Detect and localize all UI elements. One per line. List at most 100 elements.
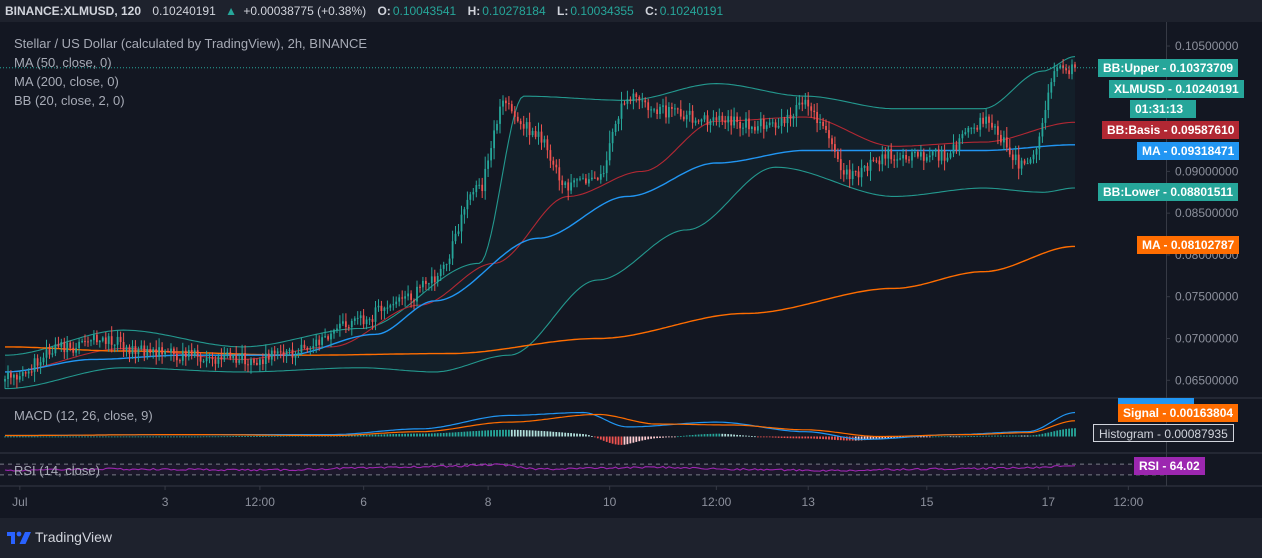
candle-body [116,336,119,345]
candle-body [10,372,12,378]
histogram-bar [934,436,937,438]
histogram-bar [952,436,955,438]
histogram-bar [940,436,943,438]
histogram-bar [36,436,39,438]
histogram-bar [170,436,172,438]
footer-bar: TradingView [0,518,1262,558]
histogram-bar [973,436,976,437]
histogram-bar [881,436,884,439]
price-label-bb-upper: BB:Upper - 0.10373709 [1098,59,1239,77]
legend-ma200[interactable]: MA (200, close, 0) [14,74,119,89]
candle-body [1029,159,1032,164]
candle-body [650,109,652,111]
candle-body [700,119,703,122]
legend-ma50[interactable]: MA (50, close, 0) [14,55,112,70]
candle-body [490,148,492,161]
legend-macd[interactable]: MACD (12, 26, close, 9) [14,408,153,423]
candle-body [463,209,466,215]
candle-body [496,123,498,131]
candle-body [928,155,931,158]
candle-body [380,305,383,311]
candle-body [997,126,999,135]
candle-body [908,159,910,161]
histogram-bar [668,436,670,438]
histogram-bar [765,436,768,438]
histogram-bar [736,434,738,437]
histogram-bar [967,436,970,437]
histogram-bar [694,434,697,437]
histogram-bar [226,436,229,438]
candle-body [905,155,907,160]
candle-body [57,344,60,347]
histogram-bar [211,436,214,438]
histogram-bar [176,436,178,438]
legend-bb[interactable]: BB (20, close, 2, 0) [14,93,125,108]
candle-body [807,99,810,107]
candle-body [297,352,300,356]
histogram-bar [383,434,386,437]
histogram-bar [1008,435,1011,437]
histogram-bar [110,436,113,438]
candle-body [644,100,647,103]
candle-body [585,178,587,184]
symbol-header: BINANCE:XLMUSD, 120 0.10240191 ▲ +0.0003… [0,0,1262,22]
candle-body [934,149,937,152]
candle-body [937,149,940,161]
histogram-bar [190,436,193,438]
tradingview-brand[interactable]: TradingView [35,529,113,545]
candle-body [267,353,270,360]
histogram-bar [223,436,226,438]
candle-body [837,151,839,160]
candle-body [63,342,66,353]
candle-body [466,199,469,210]
histogram-bar [866,436,869,440]
histogram-bar [389,434,392,437]
candle-body [158,347,160,357]
histogram-bar [267,435,270,437]
symbol-name[interactable]: BINANCE:XLMUSD, 120 [5,4,142,18]
histogram-bar [51,436,54,438]
candle-body [1017,154,1020,169]
chart-canvas[interactable]: 0.105000000.100000000.095000000.09000000… [0,22,1262,518]
histogram-bar [484,430,487,437]
candle-body [949,153,952,158]
histogram-bar [1026,435,1029,437]
histogram-bar [602,436,605,441]
histogram-bar [374,434,377,437]
histogram-bar [282,435,285,437]
candle-body [754,126,756,131]
candle-body [96,334,98,343]
last-price: 0.10240191 [152,4,216,18]
candle-body [101,337,104,341]
candle-body [27,371,30,374]
candle-body [828,130,830,139]
candle-body [842,170,845,175]
histogram-bar [69,436,72,438]
histogram-bar [754,436,756,438]
histogram-bar [350,435,353,437]
histogram-bar [502,429,504,437]
price-label-ma: MA - 0.09318471 [1137,142,1240,160]
histogram-bar [828,436,830,440]
candle-body [339,323,341,329]
histogram-bar [413,433,415,437]
histogram-bar [531,430,534,437]
candle-body [1047,92,1050,110]
tradingview-logo-icon[interactable] [6,530,32,546]
candle-body [4,379,6,382]
histogram-bar [72,436,75,438]
candle-body [991,122,993,128]
histogram-bar [599,436,602,440]
candle-body [214,359,217,364]
histogram-bar [262,436,264,437]
histogram-bar [232,436,235,437]
candle-body [484,168,487,192]
histogram-bar [167,436,169,438]
candle-body [730,116,733,126]
histogram-bar [365,434,368,437]
candle-body [620,103,623,119]
candle-body [371,319,374,322]
legend-rsi[interactable]: RSI (14, close) [14,463,100,478]
candle-body [416,286,418,302]
candle-body [561,180,564,185]
